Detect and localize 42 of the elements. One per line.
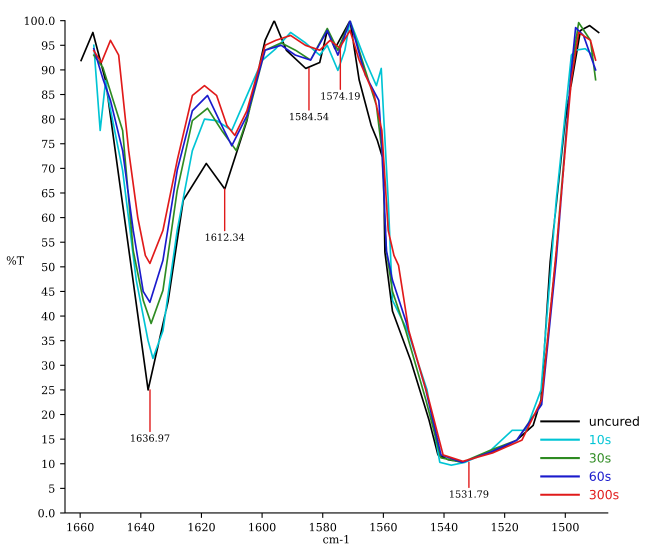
y-tick-label: 80 [42, 115, 55, 124]
y-tick-label: 55 [42, 238, 54, 247]
y-tick-label: 45 [41, 287, 54, 296]
x-axis-title: cm-1 [323, 535, 349, 544]
legend-label: uncured [590, 416, 639, 426]
y-tick-label: 15 [42, 435, 54, 444]
x-tick-label: 1600 [249, 522, 276, 532]
annotation: 1636.97 [131, 434, 170, 442]
annotation: 1531.79 [450, 490, 488, 498]
y-tick-label: 85 [42, 90, 54, 99]
y-tick-label: 35 [42, 336, 54, 346]
y-tick-label: 5 [49, 484, 54, 493]
x-tick-label: 1660 [67, 522, 94, 532]
legend-label: 30s [590, 453, 611, 463]
x-tick-label: 1640 [128, 522, 154, 532]
y-tick-label: 95 [42, 41, 54, 50]
y-tick-label: 20 [42, 410, 55, 419]
x-tick-label: 1500 [552, 522, 579, 532]
x-tick-label: 1560 [370, 522, 397, 532]
legend-label: 300s [590, 490, 619, 500]
y-tick-label: 30 [42, 361, 55, 370]
y-tick-label: 40 [41, 312, 55, 320]
y-tick-label: 90 [42, 66, 55, 74]
x-tick-label: 1620 [188, 522, 215, 532]
x-tick-label: 1520 [492, 522, 518, 532]
annotation: 1574.19 [321, 92, 360, 100]
annotation: 1612.34 [206, 234, 244, 241]
y-tick-label: 70 [42, 164, 55, 173]
legend-label: 10s [590, 434, 611, 444]
y-tick-label: 75 [42, 140, 54, 148]
y-tick-label: 25 [42, 386, 54, 394]
y-tick-label: 100.0 [24, 16, 55, 26]
y-tick-label: 65 [42, 188, 54, 198]
y-tick-label: 50 [42, 262, 55, 272]
y-axis-title: %T [6, 256, 24, 265]
annotation: 1584.54 [290, 112, 329, 120]
x-tick-label: 1540 [431, 522, 458, 532]
y-tick-label: 10 [42, 460, 55, 468]
y-tick-label: 60 [42, 214, 55, 222]
y-tick-label: 0.0 [38, 508, 55, 518]
x-tick-label: 1580 [310, 522, 336, 532]
legend-label: 60s [590, 472, 611, 481]
